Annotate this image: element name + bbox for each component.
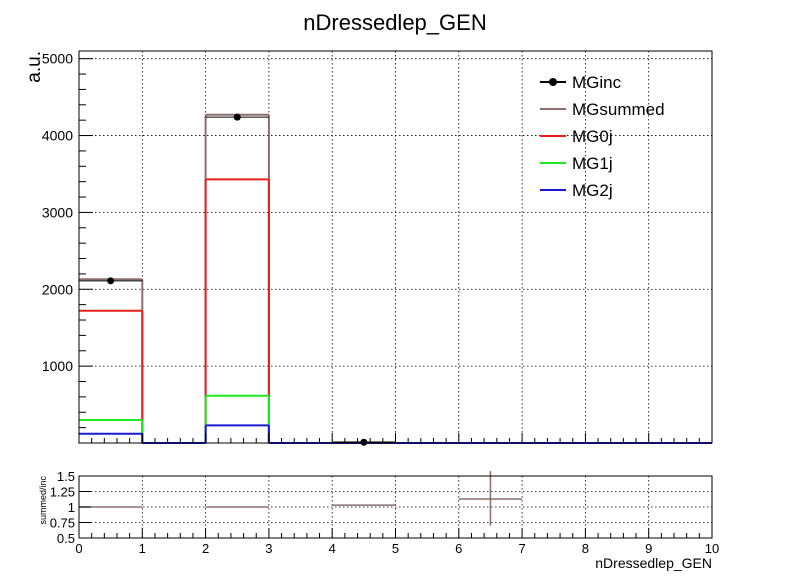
ratio-x-tick-label: 5 <box>392 541 399 556</box>
legend-marker-mginc <box>549 78 557 86</box>
series-mginc <box>79 113 396 446</box>
chart-title: nDressedlep_GEN <box>303 10 486 35</box>
legend-item-mginc: MGinc <box>540 73 622 92</box>
ratio-x-tick-label: 4 <box>329 541 336 556</box>
ratio-x-tick-label: 0 <box>75 541 82 556</box>
legend-label-mg2j: MG2j <box>572 181 613 200</box>
legend-label-mg0j: MG0j <box>572 127 613 146</box>
ratio-x-tick-label: 9 <box>645 541 652 556</box>
legend-label-mginc: MGinc <box>572 73 622 92</box>
ratio-grid <box>79 476 712 538</box>
ratio-x-tick-label: 3 <box>265 541 272 556</box>
legend-label-mgsummed: MGsummed <box>572 100 665 119</box>
legend-item-mg2j: MG2j <box>540 181 613 200</box>
ratio-x-tick-label: 7 <box>518 541 525 556</box>
point-mginc <box>107 277 115 285</box>
legend: MGinc MGsummed MG0j MG1j MG2j <box>540 73 665 200</box>
main-axes: 1000 2000 3000 4000 5000 <box>42 51 713 443</box>
ratio-x-tick-label: 1 <box>139 541 146 556</box>
ratio-x-tick-label: 2 <box>202 541 209 556</box>
legend-item-mg1j: MG1j <box>540 154 613 173</box>
ratio-x-axis-label: nDressedlep_GEN <box>595 555 712 571</box>
main-histogram-panel: 1000 2000 3000 4000 5000 a.u. <box>24 50 713 446</box>
point-mginc <box>360 438 368 446</box>
legend-label-mg1j: MG1j <box>572 154 613 173</box>
ratio-y-tick-label: 0.5 <box>57 531 75 546</box>
main-y-tick-label: 2000 <box>42 281 73 297</box>
ratio-y-tick-label: 1.5 <box>57 469 75 484</box>
ratio-y-axis-label: summed/inc <box>38 476 48 525</box>
main-y-tick-label: 4000 <box>42 128 73 144</box>
ratio-y-tick-label: 1.25 <box>50 485 75 500</box>
ratio-x-tick-label: 10 <box>705 541 719 556</box>
main-y-axis-label: a.u. <box>24 51 45 83</box>
legend-item-mg0j: MG0j <box>540 127 613 146</box>
ratio-x-tick-label: 6 <box>455 541 462 556</box>
ratio-point <box>458 471 523 526</box>
point-mginc <box>233 113 241 121</box>
ratio-x-tick-label: 8 <box>582 541 589 556</box>
legend-item-mgsummed: MGsummed <box>540 100 665 119</box>
ratio-y-tick-label: 1 <box>68 500 75 515</box>
ratio-points-group <box>79 471 523 526</box>
main-y-tick-label: 5000 <box>42 51 73 67</box>
main-y-tick-label: 3000 <box>42 204 73 220</box>
ratio-y-tick-label: 0.75 <box>50 516 75 531</box>
main-y-tick-label: 1000 <box>42 358 73 374</box>
